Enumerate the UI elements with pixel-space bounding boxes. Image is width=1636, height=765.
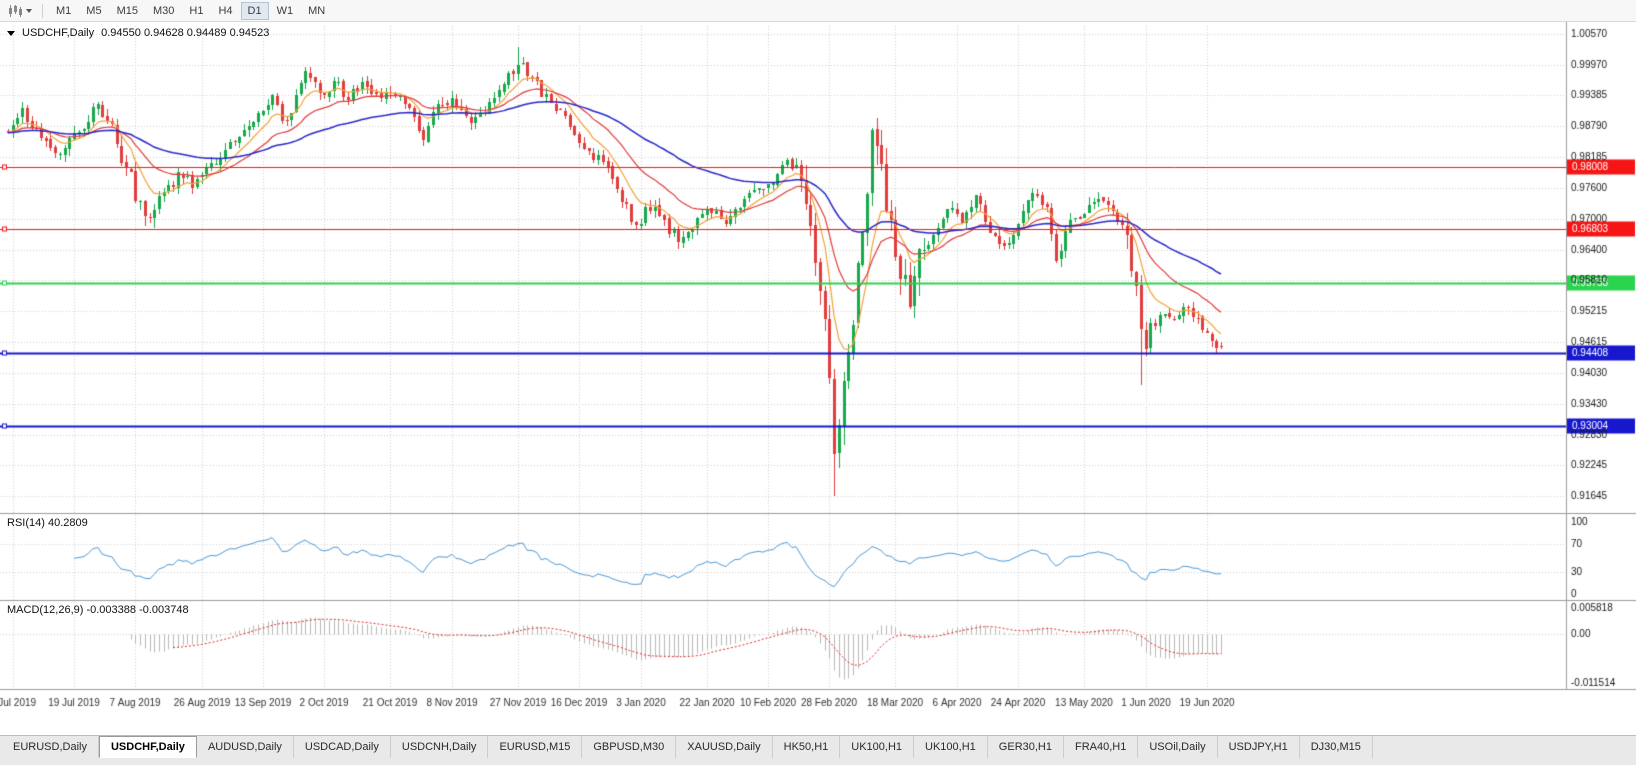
- chart-type-button[interactable]: [4, 4, 36, 18]
- timeframe-w1-button[interactable]: W1: [270, 2, 301, 20]
- chart-symbol-title: USDCHF,Daily: [22, 27, 95, 39]
- tab-usdcad-daily[interactable]: USDCAD,Daily: [294, 736, 391, 758]
- tab-usoil-daily[interactable]: USOil,Daily: [1138, 736, 1218, 758]
- tab-gbpusd-m30[interactable]: GBPUSD,M30: [582, 736, 677, 758]
- tab-uk100-h1[interactable]: UK100,H1: [840, 736, 915, 758]
- chart-window: USDCHF,Daily 0.94550 0.94628 0.94489 0.9…: [0, 22, 1636, 735]
- toolbar-separator: [42, 3, 43, 18]
- tab-usdcnh-daily[interactable]: USDCNH,Daily: [391, 736, 489, 758]
- timeframe-h4-button[interactable]: H4: [211, 2, 239, 20]
- tab-eurusd-daily[interactable]: EURUSD,Daily: [2, 736, 99, 758]
- timeframe-m5-button[interactable]: M5: [79, 2, 108, 20]
- timeframe-mn-button[interactable]: MN: [301, 2, 332, 20]
- tab-fra40-h1[interactable]: FRA40,H1: [1064, 736, 1139, 758]
- chart-ohlc-values: 0.94550 0.94628 0.94489 0.94523: [101, 27, 270, 39]
- timeframe-h1-button[interactable]: H1: [182, 2, 210, 20]
- tab-xauusd-daily[interactable]: XAUUSD,Daily: [676, 736, 773, 758]
- timeframe-m30-button[interactable]: M30: [146, 2, 181, 20]
- price-chart-canvas[interactable]: [0, 22, 1636, 735]
- chevron-down-icon: [26, 8, 32, 13]
- tab-audusd-daily[interactable]: AUDUSD,Daily: [197, 736, 294, 758]
- tab-dj30-m15[interactable]: DJ30,M15: [1300, 736, 1373, 758]
- timeframe-m15-button[interactable]: M15: [110, 2, 145, 20]
- timeframe-m1-button[interactable]: M1: [49, 2, 78, 20]
- tab-usdjpy-h1[interactable]: USDJPY,H1: [1218, 736, 1300, 758]
- tab-hk50-h1[interactable]: HK50,H1: [773, 736, 841, 758]
- timeframe-d1-button[interactable]: D1: [240, 1, 269, 20]
- tab-eurusd-m15[interactable]: EURUSD,M15: [488, 736, 583, 758]
- chart-title-overlay: USDCHF,Daily 0.94550 0.94628 0.94489 0.9…: [7, 27, 269, 39]
- timeframe-button-group: M1 M5 M15 M30 H1 H4 D1 W1 MN: [49, 1, 332, 20]
- candlestick-chart-icon: [9, 4, 22, 17]
- symbol-dropdown-caret-icon[interactable]: [7, 30, 15, 36]
- tab-usdchf-daily[interactable]: USDCHF,Daily: [98, 736, 197, 758]
- chart-tab-bar: EURUSD,Daily USDCHF,Daily AUDUSD,Daily USDC…: [0, 735, 1636, 765]
- toolbar: M1 M5 M15 M30 H1 H4 D1 W1 MN: [0, 0, 1636, 22]
- tab-ger30-h1[interactable]: GER30,H1: [988, 736, 1064, 758]
- tab-uk100-h1[interactable]: UK100,H1: [914, 736, 988, 758]
